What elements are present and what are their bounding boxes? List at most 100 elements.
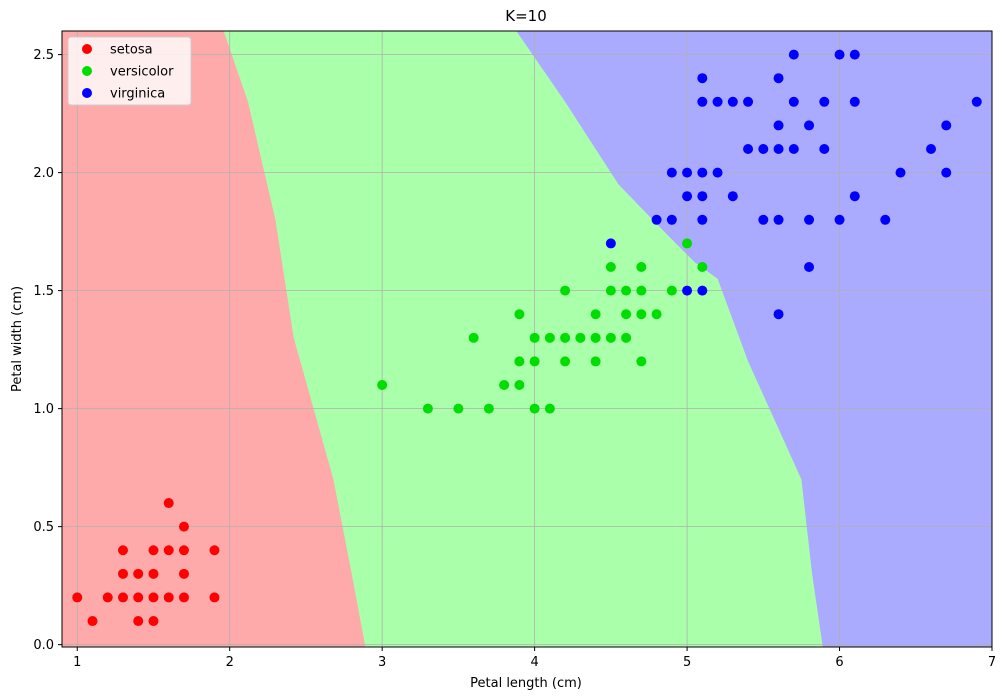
point-virginica — [849, 191, 860, 202]
point-setosa — [178, 521, 189, 532]
point-versicolor — [605, 262, 616, 273]
point-virginica — [834, 49, 845, 60]
point-versicolor — [590, 332, 601, 343]
point-versicolor — [621, 332, 632, 343]
point-virginica — [788, 96, 799, 107]
legend-label-setosa: setosa — [110, 43, 153, 58]
point-versicolor — [377, 380, 388, 391]
point-virginica — [712, 96, 723, 107]
point-virginica — [804, 120, 815, 131]
point-virginica — [682, 167, 693, 178]
y-tick-label: 1.0 — [33, 402, 54, 417]
y-axis-label: Petal width (cm) — [10, 286, 25, 392]
point-versicolor — [514, 380, 525, 391]
point-virginica — [773, 73, 784, 84]
y-tick-label: 1.5 — [33, 284, 54, 299]
point-versicolor — [697, 262, 708, 273]
point-versicolor — [621, 309, 632, 320]
point-versicolor — [605, 285, 616, 296]
point-virginica — [727, 96, 738, 107]
point-virginica — [666, 167, 677, 178]
legend-box — [67, 36, 192, 106]
point-virginica — [712, 167, 723, 178]
x-axis-ticks: 1 2 3 4 5 6 7 — [73, 647, 996, 670]
point-setosa — [163, 498, 174, 509]
point-versicolor — [682, 238, 693, 249]
point-virginica — [697, 214, 708, 225]
point-virginica — [697, 191, 708, 202]
point-virginica — [926, 144, 937, 155]
point-setosa — [148, 545, 159, 556]
point-virginica — [605, 238, 616, 249]
legend-marker-virginica — [82, 88, 92, 98]
plot-frame — [61, 30, 993, 648]
x-axis-label: Petal length (cm) — [470, 676, 582, 691]
point-virginica — [788, 49, 799, 60]
point-versicolor — [483, 403, 494, 414]
point-virginica — [773, 214, 784, 225]
x-tick-label: 4 — [530, 655, 538, 670]
x-tick-label: 3 — [378, 655, 386, 670]
point-versicolor — [560, 332, 571, 343]
series-versicolor — [377, 238, 708, 414]
point-versicolor — [636, 262, 647, 273]
point-virginica — [651, 214, 662, 225]
point-versicolor — [560, 356, 571, 367]
point-versicolor — [499, 380, 510, 391]
point-virginica — [804, 262, 815, 273]
point-setosa — [133, 592, 144, 603]
point-setosa — [178, 568, 189, 579]
x-tick-label: 1 — [73, 655, 81, 670]
point-setosa — [133, 568, 144, 579]
point-virginica — [743, 144, 754, 155]
point-versicolor — [575, 332, 586, 343]
point-virginica — [895, 167, 906, 178]
point-versicolor — [529, 356, 540, 367]
point-versicolor — [422, 403, 433, 414]
x-tick-label: 7 — [988, 655, 996, 670]
point-setosa — [87, 616, 98, 627]
point-setosa — [117, 592, 128, 603]
point-virginica — [682, 191, 693, 202]
point-virginica — [773, 309, 784, 320]
point-versicolor — [651, 309, 662, 320]
point-virginica — [819, 96, 830, 107]
point-virginica — [758, 144, 769, 155]
x-tick-label: 2 — [226, 655, 234, 670]
point-virginica — [804, 214, 815, 225]
point-virginica — [773, 144, 784, 155]
point-virginica — [941, 167, 952, 178]
point-versicolor — [590, 309, 601, 320]
data-points — [72, 49, 982, 627]
point-versicolor — [544, 403, 555, 414]
point-virginica — [819, 144, 830, 155]
x-tick-label: 5 — [683, 655, 691, 670]
point-virginica — [849, 49, 860, 60]
point-setosa — [178, 545, 189, 556]
point-setosa — [102, 592, 113, 603]
point-setosa — [117, 545, 128, 556]
point-virginica — [682, 285, 693, 296]
point-setosa — [209, 592, 220, 603]
point-virginica — [849, 96, 860, 107]
point-setosa — [148, 616, 159, 627]
y-tick-label: 0.5 — [33, 520, 54, 535]
point-versicolor — [605, 332, 616, 343]
series-virginica — [605, 49, 982, 320]
point-virginica — [834, 214, 845, 225]
legend-label-versicolor: versicolor — [110, 65, 174, 80]
plot-area — [62, 31, 993, 647]
y-axis-ticks: 0.0 0.5 1.0 1.5 2.0 2.5 — [33, 48, 62, 653]
point-setosa — [163, 545, 174, 556]
legend: setosa versicolor virginica — [67, 36, 192, 106]
point-versicolor — [636, 309, 647, 320]
point-virginica — [880, 214, 891, 225]
point-setosa — [178, 592, 189, 603]
point-versicolor — [666, 285, 677, 296]
y-tick-label: 2.5 — [33, 48, 54, 63]
point-virginica — [727, 191, 738, 202]
point-setosa — [72, 592, 83, 603]
legend-marker-setosa — [82, 44, 92, 54]
point-virginica — [941, 120, 952, 131]
